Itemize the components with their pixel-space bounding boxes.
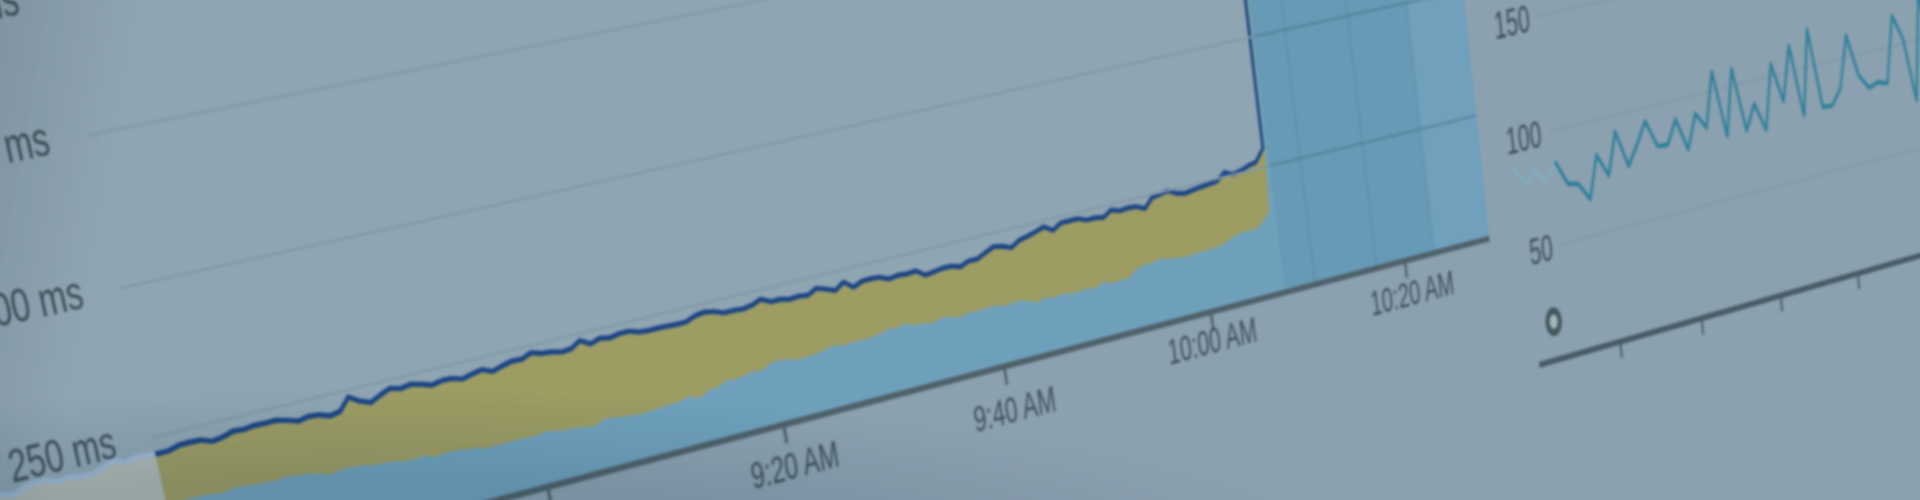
svg-text:100: 100 (1504, 113, 1543, 163)
svg-text:9:40 AM: 9:40 AM (971, 378, 1059, 441)
svg-text:150: 150 (1492, 0, 1532, 48)
svg-text:9:20 AM: 9:20 AM (748, 432, 842, 498)
svg-text:50: 50 (1528, 227, 1555, 274)
svg-text:10:20 AM: 10:20 AM (1368, 262, 1455, 323)
